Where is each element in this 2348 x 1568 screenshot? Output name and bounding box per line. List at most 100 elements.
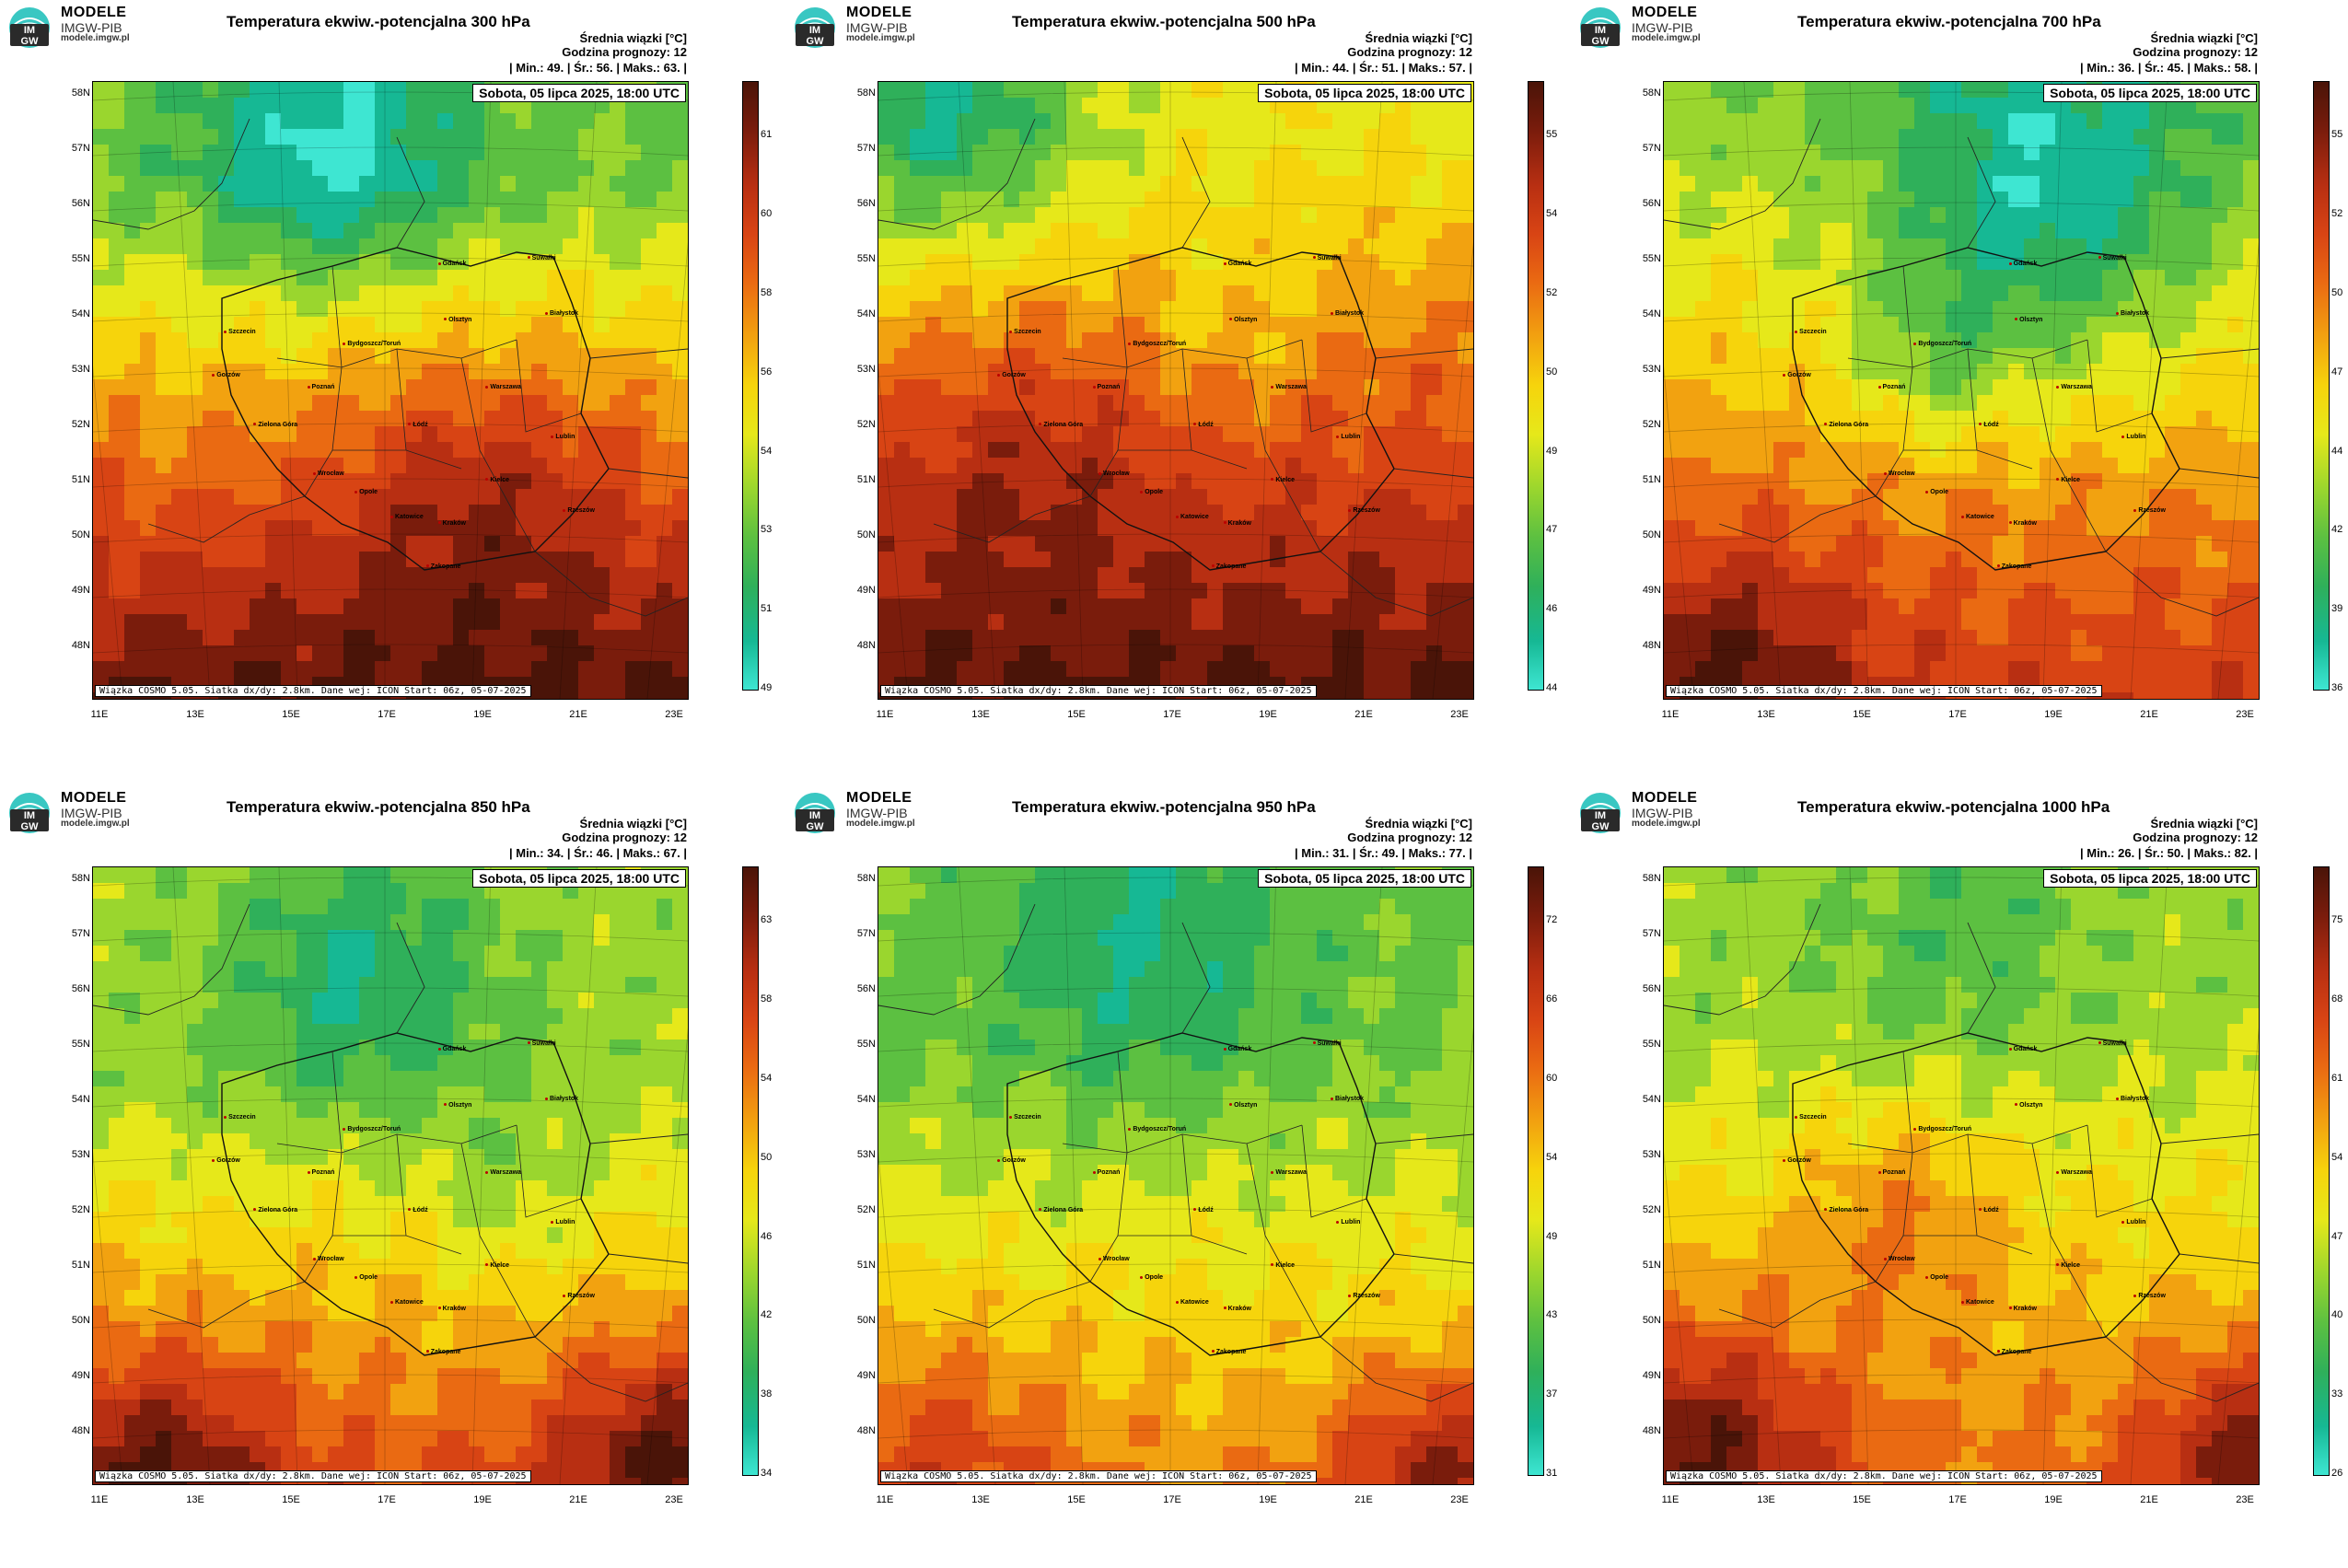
city-label: Olsztyn (2015, 317, 2042, 323)
city-label: Opole (355, 1274, 378, 1281)
brand-url: modele.imgw.pl (846, 34, 915, 44)
city-label: Białystok (2116, 310, 2149, 317)
colorbar-tick-label: 68 (2331, 993, 2342, 1005)
longitude-label: 19E (464, 709, 501, 720)
city-label: Kraków (1224, 1306, 1251, 1312)
map-area[interactable]: Sobota, 05 lipca 2025, 18:00 UTC Wiązka … (92, 866, 689, 1485)
city-label: Lublin (551, 1219, 575, 1225)
colorbar-tick-label: 54 (2331, 1152, 2342, 1163)
colorbar-tick-label: 53 (761, 524, 772, 535)
date-box: Sobota, 05 lipca 2025, 18:00 UTC (2043, 869, 2257, 888)
longitude-label: 11E (1652, 709, 1689, 720)
city-label: Wrocław (1098, 470, 1130, 477)
latitude-label: 53N (843, 1149, 876, 1160)
longitude-label: 21E (1345, 1494, 1382, 1505)
city-label: Rzeszów (563, 507, 595, 514)
city-label: Kielce (485, 1262, 509, 1269)
map-area[interactable]: Sobota, 05 lipca 2025, 18:00 UTC Wiązka … (878, 81, 1474, 700)
map-panel-6: IM GW MODELE IMGW-PIB modele.imgw.pl Tem… (1571, 785, 2348, 1568)
latitude-label: 53N (1628, 364, 1661, 375)
city-label: Łódź (408, 1207, 427, 1214)
city-label: Kielce (485, 477, 509, 483)
city-label: Lublin (2121, 434, 2145, 440)
city-label: Wrocław (1098, 1256, 1130, 1262)
map-area[interactable]: Sobota, 05 lipca 2025, 18:00 UTC Wiązka … (878, 866, 1474, 1485)
latitude-label: 49N (1628, 1370, 1661, 1381)
info-block: Średnia wiązki [°C] Godzina prognozy: 12 (2133, 817, 2258, 844)
city-label: Zakopane (1212, 563, 1247, 570)
city-label: Zielona Góra (253, 422, 297, 428)
brand-block: MODELE IMGW-PIB modele.imgw.pl (61, 791, 130, 830)
city-label: Kielce (2056, 1262, 2080, 1269)
brand-url: modele.imgw.pl (61, 34, 130, 44)
city-label: Olsztyn (444, 317, 471, 323)
svg-text:IM: IM (1595, 25, 1606, 36)
longitude-label: 15E (1843, 1494, 1880, 1505)
unit-line: Średnia wiązki [°C] (1347, 817, 1472, 830)
map-area[interactable]: Sobota, 05 lipca 2025, 18:00 UTC Wiązka … (1663, 81, 2260, 700)
latitude-label: 53N (1628, 1149, 1661, 1160)
colorbar (742, 81, 759, 691)
colorbar-tick-label: 50 (761, 1152, 772, 1163)
latitude-label: 49N (843, 1370, 876, 1381)
latitude-label: 57N (1628, 928, 1661, 939)
brand-org: IMGW-PIB (1632, 807, 1701, 820)
colorbar-tick-label: 44 (2331, 446, 2342, 457)
city-label: Olsztyn (2015, 1102, 2042, 1109)
brand-org: IMGW-PIB (846, 807, 915, 820)
brand-org: IMGW-PIB (61, 21, 130, 35)
latitude-label: 56N (57, 983, 90, 994)
colorbar-tick-label: 47 (2331, 1231, 2342, 1242)
longitude-label: 11E (81, 709, 118, 720)
colorbar-tick-label: 52 (1546, 287, 1557, 298)
panel-title: Temperatura ekwiw.-potencjalna 1000 hPa (1797, 798, 2110, 817)
city-label: Zakopane (426, 1349, 461, 1355)
map-field (93, 82, 688, 699)
longitude-label: 17E (1154, 709, 1191, 720)
svg-text:GW: GW (1592, 36, 1610, 47)
svg-text:GW: GW (21, 821, 40, 832)
colorbar-tick-label: 63 (761, 914, 772, 925)
colorbar-tick-label: 56 (761, 366, 772, 377)
longitude-label: 13E (962, 709, 999, 720)
unit-line: Średnia wiązki [°C] (562, 31, 687, 45)
forecast-hour: Godzina prognozy: 12 (562, 45, 687, 59)
forecast-hour: Godzina prognozy: 12 (2133, 45, 2258, 59)
longitude-label: 19E (464, 1494, 501, 1505)
latitude-label: 49N (843, 585, 876, 596)
brand-name: MODELE (61, 791, 130, 807)
latitude-label: 58N (57, 87, 90, 99)
latitude-label: 53N (57, 364, 90, 375)
latitude-label: 52N (1628, 419, 1661, 430)
latitude-label: 48N (57, 640, 90, 651)
colorbar-tick-label: 54 (761, 446, 772, 457)
longitude-label: 23E (2226, 1494, 2263, 1505)
latitude-label: 49N (57, 585, 90, 596)
longitude-label: 23E (656, 709, 692, 720)
colorbar-tick-label: 75 (2331, 914, 2342, 925)
colorbar (2313, 866, 2330, 1476)
colorbar (2313, 81, 2330, 691)
imgw-logo-icon: IM GW (1576, 6, 1624, 50)
brand-org: IMGW-PIB (61, 807, 130, 820)
panel-title: Temperatura ekwiw.-potencjalna 700 hPa (1797, 13, 2101, 31)
city-label: Białystok (545, 310, 578, 317)
city-label: Gorzów (997, 1157, 1026, 1164)
latitude-label: 51N (843, 474, 876, 485)
latitude-label: 48N (843, 640, 876, 651)
city-label: Poznań (308, 384, 335, 390)
city-label: Zielona Góra (253, 1207, 297, 1214)
latitude-label: 56N (843, 983, 876, 994)
map-area[interactable]: Sobota, 05 lipca 2025, 18:00 UTC Wiązka … (92, 81, 689, 700)
longitude-label: 21E (2131, 1494, 2168, 1505)
latitude-label: 56N (57, 198, 90, 209)
map-area[interactable]: Sobota, 05 lipca 2025, 18:00 UTC Wiązka … (1663, 866, 2260, 1485)
colorbar-tick-label: 49 (1546, 446, 1557, 457)
city-label: Kielce (1271, 477, 1295, 483)
forecast-hour: Godzina prognozy: 12 (1347, 830, 1472, 844)
map-panel-4: IM GW MODELE IMGW-PIB modele.imgw.pl Tem… (0, 785, 783, 1568)
latitude-label: 50N (1628, 529, 1661, 540)
colorbar-tick-label: 54 (1546, 1152, 1557, 1163)
longitude-label: 21E (560, 709, 597, 720)
forecast-hour: Godzina prognozy: 12 (2133, 830, 2258, 844)
